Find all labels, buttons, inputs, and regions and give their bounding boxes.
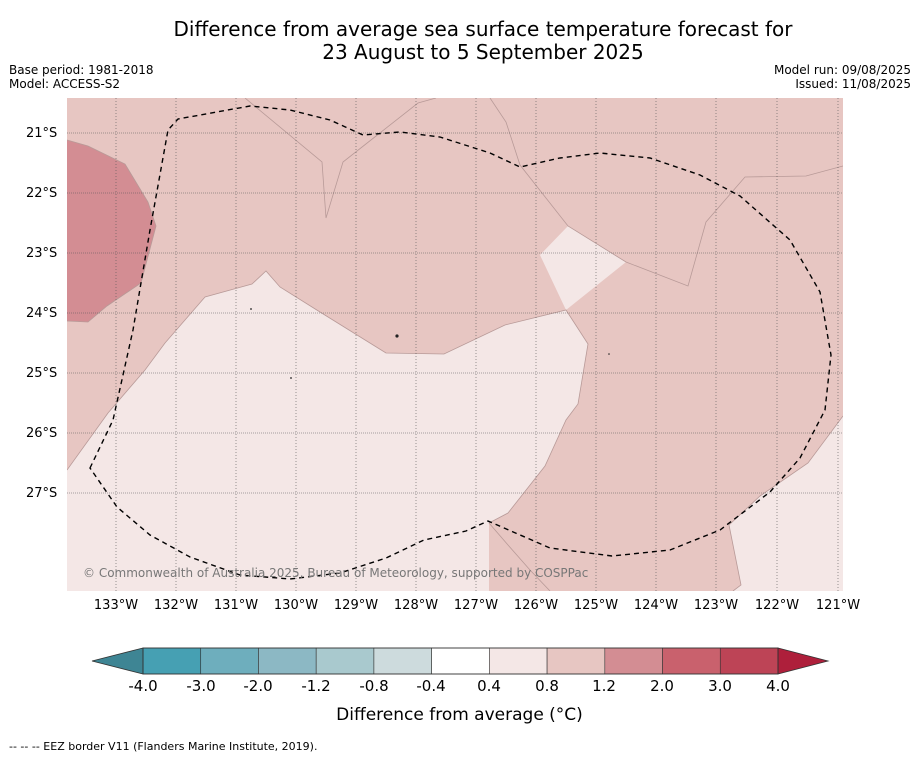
- copyright-notice: © Commonwealth of Australia 2025, Bureau…: [83, 566, 589, 580]
- anomaly-region-1p2-2p0: [67, 140, 156, 322]
- lon-label-131w: 131°W: [213, 598, 259, 613]
- anomaly-region-0p8-1p2-central: [67, 98, 568, 470]
- eez-footnote: -- -- -- EEZ border V11 (Flanders Marine…: [9, 740, 318, 753]
- island-markers: [250, 308, 610, 379]
- colorbar-segment: [315, 647, 375, 675]
- colorbar-tick--0.4: -0.4: [416, 677, 446, 695]
- sst-anomaly-map: [67, 98, 843, 591]
- colorbar-segment: [258, 647, 317, 675]
- colorbar-tick-0.4: 0.4: [477, 677, 501, 695]
- colorbar-segment: [719, 647, 779, 675]
- colorbar-tick-3.0: 3.0: [708, 677, 732, 695]
- lon-label-132w: 132°W: [153, 598, 199, 613]
- lat-label-22s: 22°S: [26, 186, 58, 201]
- title-line-1: Difference from average sea surface temp…: [173, 17, 793, 41]
- title-line-2: 23 August to 5 September 2025: [322, 40, 644, 64]
- lat-label-21s: 21°S: [26, 126, 58, 141]
- lon-label-123w: 123°W: [693, 598, 739, 613]
- colorbar-tick-1.2: 1.2: [592, 677, 616, 695]
- lon-label-128w: 128°W: [393, 598, 439, 613]
- anomaly-region-0p8-1p2-southeast: [489, 166, 843, 591]
- lon-label-122w: 122°W: [754, 598, 800, 613]
- lon-label-133w: 133°W: [93, 598, 139, 613]
- anomaly-region-0p8-1p2-north: [67, 98, 843, 286]
- model-run-date: Model run: 09/08/2025: [773, 63, 911, 77]
- lat-label-23s: 23°S: [26, 246, 58, 261]
- colorbar-high-extend: [777, 647, 830, 675]
- map-gridlines: [67, 98, 843, 591]
- lon-label-126w: 126°W: [513, 598, 559, 613]
- lat-label-26s: 26°S: [26, 426, 58, 441]
- lon-label-129w: 129°W: [333, 598, 379, 613]
- lon-label-125w: 125°W: [573, 598, 619, 613]
- metadata-left: Base period: 1981-2018 Model: ACCESS-S2: [9, 63, 154, 91]
- lon-label-127w: 127°W: [453, 598, 499, 613]
- colorbar-tick--3.0: -3.0: [186, 677, 216, 695]
- eez-border: [89, 105, 832, 580]
- colorbar-label: Difference from average (°C): [336, 705, 583, 725]
- lon-label-121w: 121°W: [815, 598, 861, 613]
- colorbar-tick--4.0: -4.0: [128, 677, 158, 695]
- colorbar-tick-0.8: 0.8: [535, 677, 559, 695]
- issued-date: Issued: 11/08/2025: [795, 77, 911, 91]
- lon-label-124w: 124°W: [633, 598, 679, 613]
- lat-label-24s: 24°S: [26, 306, 58, 321]
- colorbar-low-extend: [91, 647, 144, 675]
- model-name: Model: ACCESS-S2: [9, 77, 121, 91]
- chart-title: Difference from average sea surface temp…: [0, 18, 919, 64]
- colorbar-segment: [373, 647, 432, 675]
- colorbar-tick-2.0: 2.0: [650, 677, 674, 695]
- lon-label-130w: 130°W: [273, 598, 319, 613]
- colorbar-tick--2.0: -2.0: [243, 677, 273, 695]
- lat-label-25s: 25°S: [26, 366, 58, 381]
- colorbar-segment: [662, 647, 721, 675]
- colorbar-segment: [546, 647, 606, 675]
- lat-label-27s: 27°S: [26, 486, 58, 501]
- colorbar-segment: [604, 647, 663, 675]
- colorbar-segment: [489, 647, 548, 675]
- colorbar-segment: [200, 647, 259, 675]
- base-period: Base period: 1981-2018: [9, 63, 154, 77]
- colorbar-tick-4.0: 4.0: [766, 677, 790, 695]
- metadata-right: Model run: 09/08/2025 Issued: 11/08/2025: [774, 63, 911, 91]
- colorbar-tick--0.8: -0.8: [359, 677, 389, 695]
- colorbar-segment: [431, 647, 490, 675]
- colorbar-segment: [142, 647, 202, 675]
- colorbar-frame: [142, 647, 779, 675]
- colorbar-tick--1.2: -1.2: [301, 677, 331, 695]
